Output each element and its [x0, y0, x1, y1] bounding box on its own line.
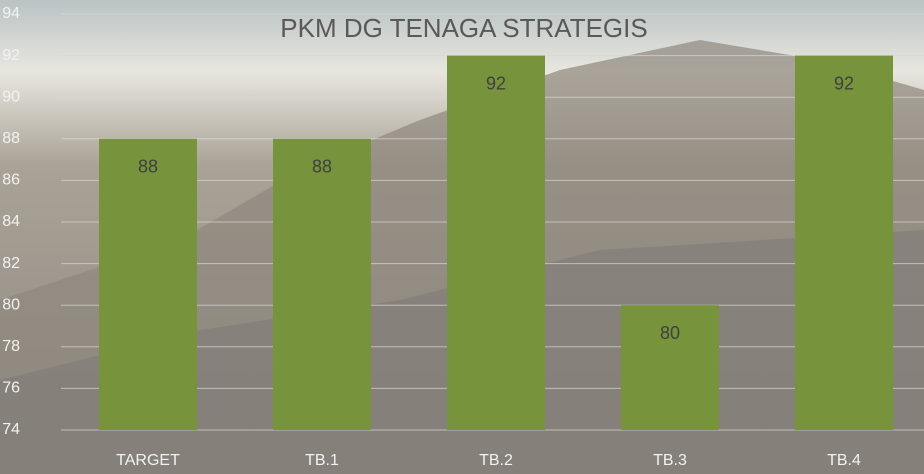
x-tick-label: TB.4 [827, 452, 861, 469]
x-tick-label: TB.3 [653, 452, 687, 469]
y-tick-label: 94 [2, 5, 20, 22]
value-label: 80 [660, 323, 680, 343]
value-label: 88 [312, 157, 332, 177]
bar [99, 138, 197, 431]
value-label: 88 [138, 157, 158, 177]
x-tick-label: TARGET [116, 452, 180, 469]
y-tick-label: 90 [2, 88, 20, 105]
bar [621, 305, 719, 430]
y-tick-label: 92 [2, 47, 20, 64]
value-label: 92 [834, 73, 854, 93]
bar [273, 138, 371, 431]
y-tick-label: 84 [2, 213, 20, 230]
value-label: 92 [486, 73, 506, 93]
y-tick-label: 74 [2, 421, 20, 438]
x-tick-label: TB.2 [479, 452, 513, 469]
y-tick-label: 88 [2, 130, 20, 147]
y-tick-label: 80 [2, 296, 20, 313]
y-tick-label: 86 [2, 172, 20, 189]
chart-title: PKM DG TENAGA STRATEGIS [280, 13, 647, 43]
y-tick-label: 78 [2, 338, 20, 355]
y-tick-label: 76 [2, 380, 20, 397]
x-tick-label: TB.1 [305, 452, 339, 469]
y-tick-label: 82 [2, 255, 20, 272]
bar [795, 55, 893, 430]
bar [447, 55, 545, 430]
